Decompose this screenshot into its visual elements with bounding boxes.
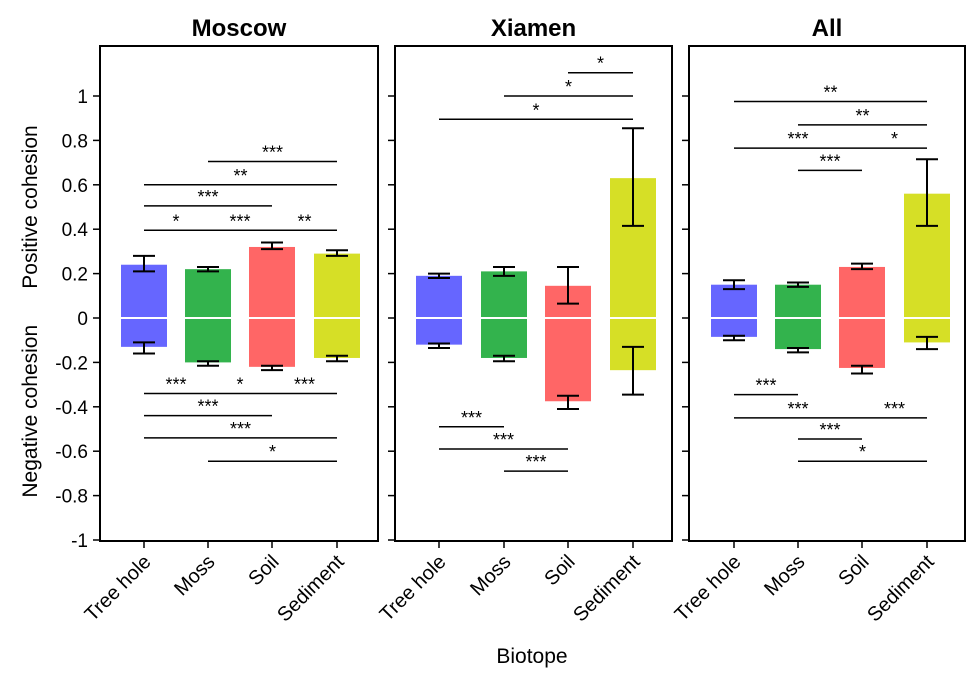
y-tick-label: 0: [77, 309, 88, 330]
box-tree-hole: [711, 284, 757, 337]
y-tick-label: 0.2: [62, 265, 88, 286]
significance-label: ***: [819, 151, 840, 171]
significance-label: **: [855, 106, 869, 126]
significance-label: ***: [755, 376, 776, 396]
significance-label: ***: [294, 374, 315, 394]
y-tick-label: -1: [71, 531, 88, 552]
x-tick-label-soil: Soil: [834, 551, 873, 590]
significance-label: **: [233, 166, 247, 186]
box-moss: [775, 284, 821, 350]
panel-xiamen: Xiamen************Tree hole Moss SoilSedim…: [376, 15, 673, 627]
x-tick-label-sediment: Sediment: [569, 551, 645, 627]
significance-label: ***: [229, 211, 250, 231]
box-soil: [545, 285, 591, 402]
significance-label: ***: [819, 420, 840, 440]
x-tick-label-moss: Moss: [760, 551, 809, 600]
panel-all: All******* ********** *******Tree hole Moss…: [671, 15, 966, 627]
significance-label: ***: [787, 129, 808, 149]
panels-layer: Moscow********* *** ***** * **********Tree h…: [81, 15, 966, 627]
box-soil: [249, 246, 295, 367]
significance-label: **: [823, 83, 837, 103]
box-tree-hole: [121, 264, 167, 347]
x-tick-label-moss: Moss: [170, 551, 219, 600]
y-axis-title-negative: Negative cohesion: [19, 325, 42, 498]
y-tick-label: 0.6: [62, 176, 88, 197]
panel-title: Xiamen: [491, 15, 576, 42]
significance-label: *: [597, 54, 604, 74]
box-moss: [185, 269, 231, 363]
panel-title: Moscow: [192, 15, 287, 42]
y-tick-label: 0.8: [62, 131, 88, 152]
y-axis-title-positive: Positive cohesion: [19, 125, 42, 288]
significance-label: *: [236, 374, 243, 394]
panel-title: All: [812, 15, 843, 42]
box-moss: [481, 271, 527, 358]
significance-label: ***: [493, 430, 514, 450]
y-tick-label: 1: [77, 87, 88, 108]
x-tick-label-tree-hole: Tree hole: [376, 551, 451, 626]
x-tick-label-tree-hole: Tree hole: [671, 551, 746, 626]
significance-label: ***: [230, 419, 251, 439]
x-tick-label-sediment: Sediment: [863, 551, 939, 627]
panel-frame: [688, 45, 966, 542]
significance-label: *: [269, 442, 276, 462]
box-sediment: [314, 253, 360, 358]
significance-label: ***: [197, 397, 218, 417]
significance-label: ***: [461, 408, 482, 428]
box-tree-hole: [416, 275, 462, 345]
x-tick-label-moss: Moss: [466, 551, 515, 600]
significance-label: *: [172, 211, 179, 231]
x-tick-label-tree-hole: Tree hole: [81, 551, 156, 626]
x-tick-label-soil: Soil: [540, 551, 579, 590]
panel-moscow: Moscow********* *** ***** * **********Tree h…: [81, 15, 379, 627]
significance-label: **: [297, 211, 311, 231]
significance-label: ***: [525, 452, 546, 472]
y-axis: 1 0.8 0.6 0.4 0.2 0 -0.2 -0.4 -0.6 -0.8 -1: [55, 87, 100, 552]
x-tick-label-soil: Soil: [244, 551, 283, 590]
significance-label: ***: [787, 399, 808, 419]
significance-label: *: [532, 100, 539, 120]
y-tick-label: -0.2: [55, 353, 88, 374]
x-axis-title: Biotope: [496, 645, 567, 668]
y-tick-label: -0.4: [55, 398, 88, 419]
significance-label: *: [565, 77, 572, 97]
significance-label: *: [859, 442, 866, 462]
significance-label: *: [891, 129, 898, 149]
significance-label: ***: [165, 374, 186, 394]
significance-label: ***: [262, 142, 283, 162]
y-tick-label: -0.8: [55, 487, 88, 508]
y-tick-label: -0.6: [55, 442, 88, 463]
x-tick-label-sediment: Sediment: [273, 551, 349, 627]
panel-frame: [394, 45, 673, 542]
significance-label: ***: [884, 399, 905, 419]
y-tick-label: 0.4: [62, 220, 89, 241]
significance-label: ***: [197, 187, 218, 207]
panel-frame: [99, 45, 379, 542]
